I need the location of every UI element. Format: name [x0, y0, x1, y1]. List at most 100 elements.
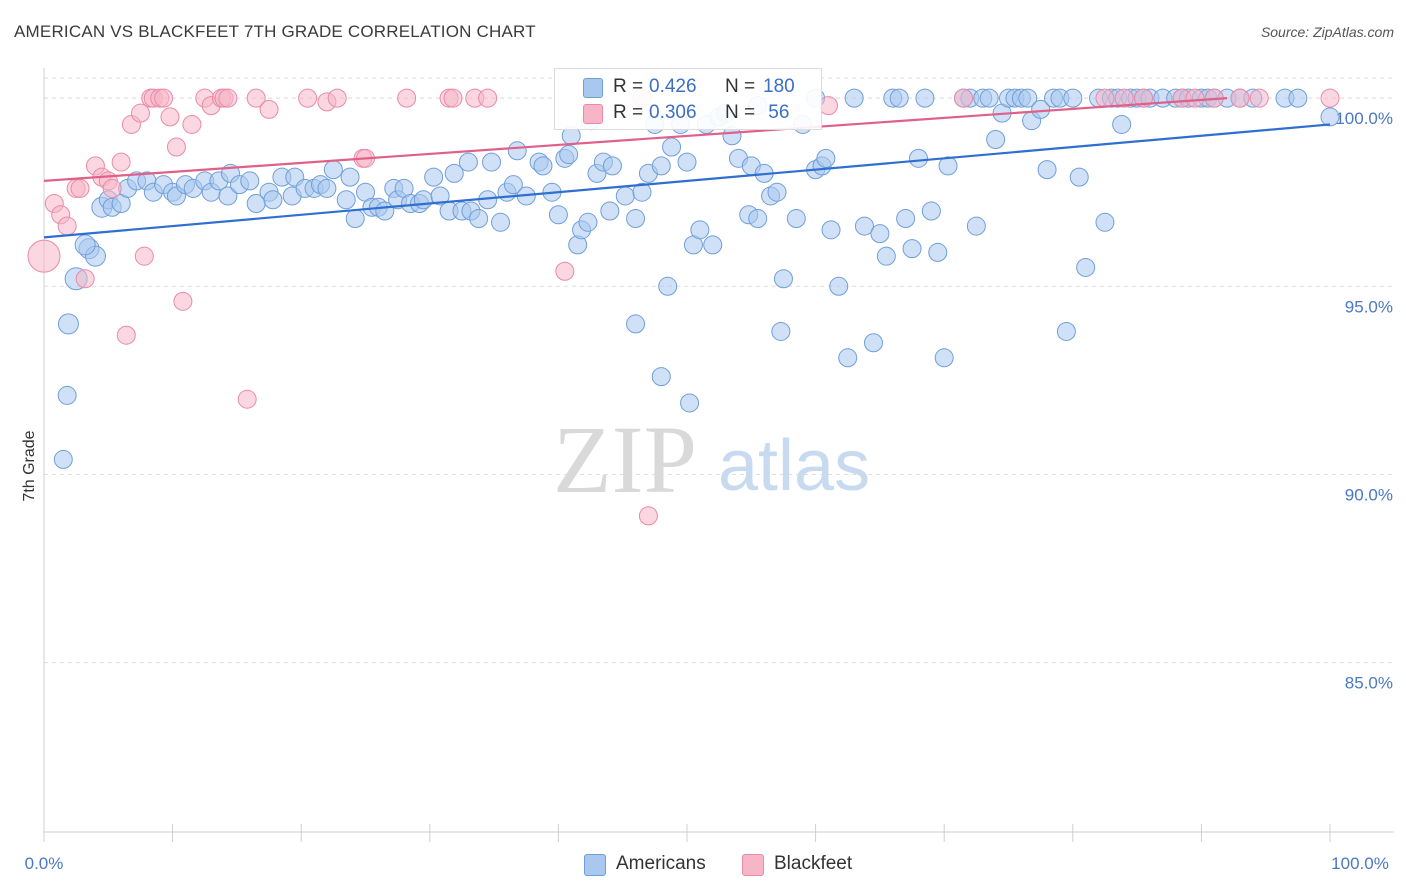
x-tick-labels: 0.0% 100.0%: [25, 854, 1389, 873]
americans-point: [915, 88, 935, 108]
americans-point: [345, 209, 365, 229]
blackfeet-point: [70, 178, 90, 198]
americans-point: [1320, 107, 1340, 127]
blackfeet-point: [1230, 88, 1250, 108]
legend-swatch-blackfeet: [583, 104, 603, 124]
americans-point: [773, 269, 793, 289]
americans-point: [1063, 88, 1083, 108]
blackfeet-point: [75, 269, 95, 289]
blackfeet-point: [953, 88, 973, 108]
americans-point: [863, 333, 883, 353]
legend-label-americans: Americans: [616, 853, 706, 874]
blackfeet-point: [1185, 88, 1205, 108]
americans-point: [600, 201, 620, 221]
watermark-zip: ZIP: [553, 406, 697, 513]
americans-point: [938, 156, 958, 176]
americans-point: [430, 186, 450, 206]
americans-point: [966, 216, 986, 236]
americans-point: [1069, 167, 1089, 187]
americans-point: [559, 145, 579, 165]
americans-point: [482, 152, 502, 172]
americans-point: [491, 212, 511, 232]
americans-point: [632, 182, 652, 202]
americans-point: [921, 201, 941, 221]
americans-point: [615, 186, 635, 206]
americans-point: [1018, 88, 1038, 108]
americans-point: [533, 156, 553, 176]
americans-point: [986, 130, 1006, 150]
americans-point: [902, 239, 922, 259]
blackfeet-point: [397, 88, 417, 108]
blackfeet-point: [818, 96, 838, 116]
americans-point: [317, 178, 337, 198]
americans-point: [424, 167, 444, 187]
blackfeet-point: [130, 103, 150, 123]
americans-point: [1095, 212, 1115, 232]
blackfeet-point: [443, 88, 463, 108]
blackfeet-point: [27, 239, 61, 273]
americans-point: [680, 393, 700, 413]
blackfeet-point: [298, 88, 318, 108]
source-label: Source: ZipAtlas.com: [1260, 24, 1394, 40]
americans-point: [979, 88, 999, 108]
americans-point: [838, 348, 858, 368]
americans-point: [1076, 257, 1096, 277]
watermark-atlas: atlas: [718, 426, 870, 506]
series-legend: Americans Blackfeet: [0, 850, 1406, 880]
americans-point: [458, 152, 478, 172]
americans-point: [1056, 321, 1076, 341]
x-tick-label: 0.0%: [25, 854, 64, 873]
blackfeet-point: [57, 216, 77, 236]
legend-swatch-blackfeet: [742, 854, 764, 876]
n-label: N =: [725, 76, 756, 97]
americans-point: [651, 156, 671, 176]
americans-point: [263, 190, 283, 210]
americans-point: [444, 163, 464, 183]
americans-point: [748, 209, 768, 229]
americans-point: [854, 216, 874, 236]
legend-swatch-americans: [583, 78, 603, 98]
americans-point: [548, 205, 568, 225]
americans-point: [821, 220, 841, 240]
blackfeet-point: [173, 291, 193, 311]
americans-point: [626, 209, 646, 229]
americans-point: [658, 276, 678, 296]
americans-point: [1037, 160, 1057, 180]
americans-point: [651, 367, 671, 387]
americans-point: [413, 190, 433, 210]
americans-point: [934, 348, 954, 368]
americans-point: [507, 141, 527, 161]
americans-point: [323, 160, 343, 180]
blackfeet-point: [1114, 88, 1134, 108]
americans-point: [690, 220, 710, 240]
chart-title: AMERICAN VS BLACKFEET 7TH GRADE CORRELAT…: [14, 22, 536, 41]
blackfeet-trend-line: [43, 97, 1228, 183]
legend-swatch-americans: [584, 854, 606, 876]
americans-point: [53, 449, 73, 469]
r-value: 0.426: [649, 76, 697, 97]
y-tick-label: 90.0%: [1345, 485, 1393, 504]
americans-point: [74, 234, 96, 256]
americans-point: [844, 88, 864, 108]
legend-row-americans: R = 0.426 N = 180: [577, 75, 795, 99]
americans-point: [1288, 88, 1308, 108]
watermark: ZIP atlas: [553, 406, 870, 513]
americans-point: [57, 385, 77, 405]
americans-point: [908, 148, 928, 168]
blackfeet-point: [154, 88, 174, 108]
americans-point: [578, 212, 598, 232]
blackfeet-point: [1249, 88, 1269, 108]
americans-point: [218, 186, 238, 206]
r-value: 0.306: [649, 102, 697, 123]
axes: [43, 68, 1394, 842]
americans-point: [896, 209, 916, 229]
americans-point: [816, 148, 836, 168]
americans-point: [340, 167, 360, 187]
blackfeet-point: [102, 178, 122, 198]
americans-point: [503, 175, 523, 195]
americans-point: [889, 88, 909, 108]
americans-point: [928, 242, 948, 262]
americans-point: [602, 156, 622, 176]
americans-point: [703, 235, 723, 255]
americans-point: [57, 313, 79, 335]
